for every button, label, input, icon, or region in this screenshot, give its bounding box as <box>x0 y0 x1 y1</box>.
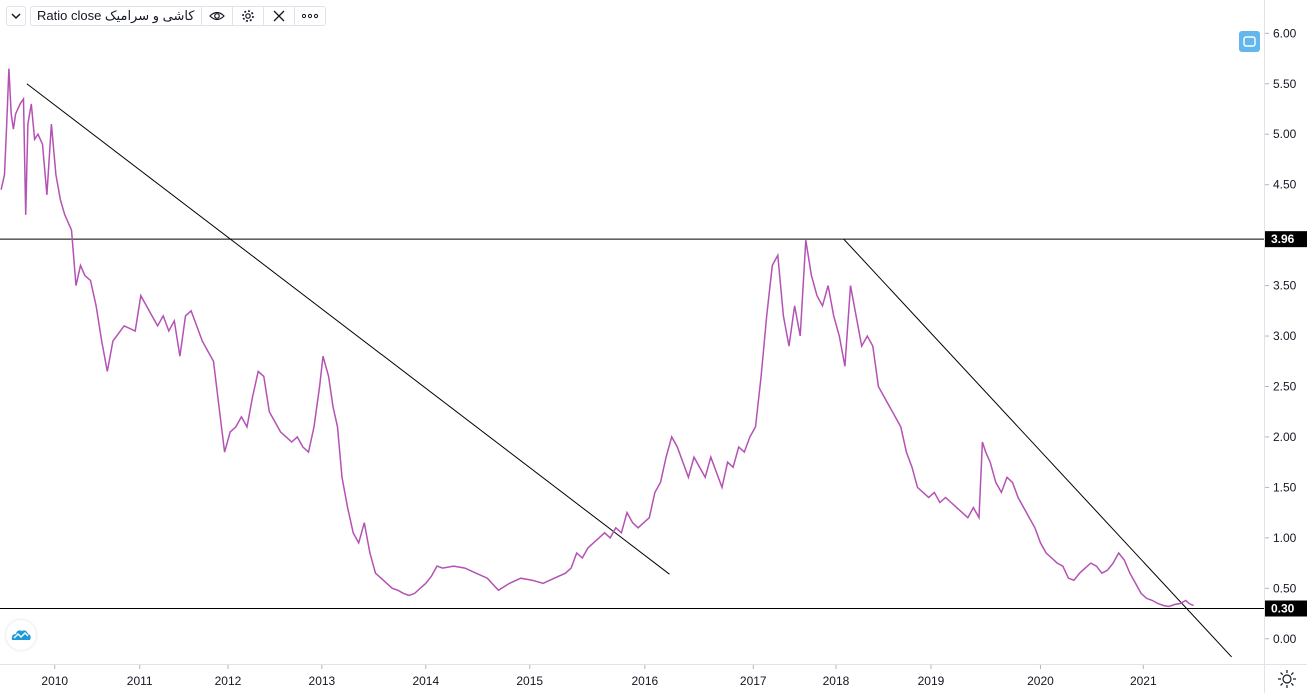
time-tick-label: 2021 <box>1130 674 1157 688</box>
price-tick-label: 3.50 <box>1273 279 1297 293</box>
time-tick-label: 2014 <box>412 674 439 688</box>
time-tick-label: 2020 <box>1027 674 1054 688</box>
time-tick-label: 2012 <box>215 674 242 688</box>
gear-icon <box>241 10 254 22</box>
time-tick-label: 2016 <box>632 674 659 688</box>
trend-line[interactable] <box>26 83 670 575</box>
more-icon <box>301 13 318 19</box>
price-label-text: 0.30 <box>1271 601 1295 615</box>
sun-icon[interactable] <box>1265 665 1307 693</box>
series-line <box>0 68 1194 608</box>
scale-settings-corner[interactable] <box>1264 664 1307 693</box>
series-title[interactable]: Ratio close کاشی و سرامیک <box>30 6 202 26</box>
price-tick-label: 6.00 <box>1273 26 1297 40</box>
time-tick-label: 2017 <box>740 674 767 688</box>
price-tick-label: 4.50 <box>1273 178 1297 192</box>
price-tick-label: 2.50 <box>1273 379 1297 393</box>
time-tick-label: 2019 <box>918 674 945 688</box>
settings-button[interactable] <box>232 6 264 26</box>
trend-line[interactable] <box>843 238 1232 658</box>
price-scale[interactable]: 6.00 5.50 5.00 4.50 3.50 3.00 2.50 2.00 1.50 1.00… <box>1264 0 1307 664</box>
time-tick-label: 2018 <box>823 674 850 688</box>
chart-settings-button[interactable] <box>1239 31 1260 52</box>
time-tick-label: 2015 <box>516 674 543 688</box>
price-tick-label: 1.50 <box>1273 480 1297 494</box>
collapse-legend-button[interactable] <box>6 6 26 26</box>
chart-plot-area[interactable] <box>0 0 1264 664</box>
time-tick-label: 2011 <box>127 674 153 688</box>
price-tick-label: 5.00 <box>1273 127 1297 141</box>
price-label-badge[interactable] <box>1265 231 1307 248</box>
time-tick-label: 2010 <box>41 674 68 688</box>
toggle-visibility-button[interactable] <box>201 6 233 26</box>
price-label-text: 3.96 <box>1271 232 1295 246</box>
price-tick-label: 1.00 <box>1273 531 1297 545</box>
square-icon <box>1243 36 1256 47</box>
tradingview-logo[interactable] <box>6 620 36 650</box>
eye-icon <box>208 11 225 21</box>
price-tick-label: 0.00 <box>1273 632 1297 646</box>
series-legend: Ratio close کاشی و سرامیک <box>6 6 326 26</box>
chevron-down-icon <box>11 13 21 20</box>
time-tick-label: 2013 <box>309 674 336 688</box>
remove-button[interactable] <box>263 6 295 26</box>
price-tick-label: 2.00 <box>1273 430 1297 444</box>
cloud-logo-icon <box>11 630 31 640</box>
more-button[interactable] <box>294 6 326 26</box>
price-tick-label: 0.50 <box>1273 581 1297 595</box>
price-tick-label: 5.50 <box>1273 77 1297 91</box>
close-icon <box>273 10 284 22</box>
time-scale[interactable]: 2010 2011 2012 2013 2014 2015 2016 2017 2018 2019… <box>0 664 1264 693</box>
price-label-badge[interactable] <box>1265 600 1307 617</box>
price-tick-label: 3.00 <box>1273 329 1297 343</box>
